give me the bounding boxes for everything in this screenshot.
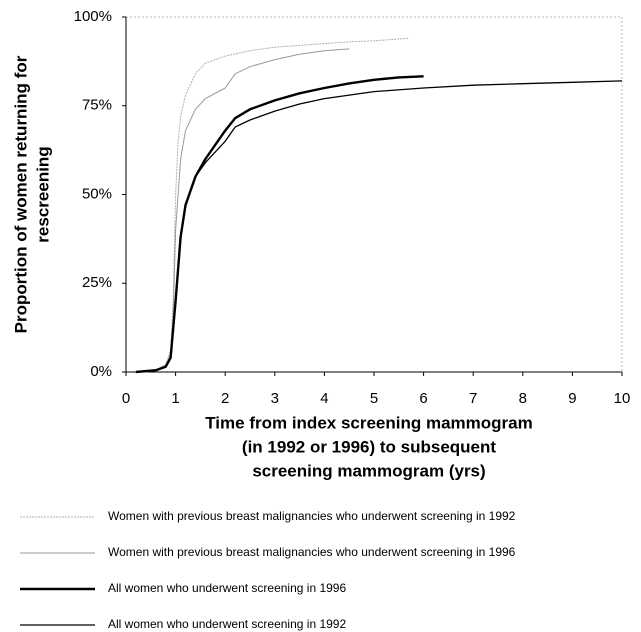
x-tick-label: 8: [519, 390, 527, 407]
y-tick-label: 100%: [74, 8, 112, 25]
y-axis-title: Proportion of women returning for: [11, 55, 30, 333]
x-tick-label: 5: [370, 390, 378, 407]
y-tick-label: 25%: [82, 274, 112, 291]
x-tick-label: 4: [320, 390, 328, 407]
y-axis-title: rescreening: [33, 146, 52, 242]
x-tick-label: 1: [171, 390, 179, 407]
x-axis-title: Time from index screening mammogram: [205, 413, 533, 432]
x-tick-label: 2: [221, 390, 229, 407]
legend-label: All women who underwent screening in 199…: [108, 617, 346, 631]
x-tick-label: 9: [568, 390, 576, 407]
series-line: [145, 48, 350, 373]
y-tick-label: 50%: [82, 185, 112, 202]
series-line: [135, 75, 424, 374]
y-tick-label: 0%: [90, 363, 112, 380]
y-tick-label: 75%: [82, 97, 112, 114]
legend-label: All women who underwent screening in 199…: [108, 581, 346, 595]
legend-label: Women with previous breast malignancies …: [108, 509, 516, 523]
x-tick-label: 3: [271, 390, 279, 407]
x-tick-label: 7: [469, 390, 477, 407]
x-tick-label: 0: [122, 390, 130, 407]
legend-label: Women with previous breast malignancies …: [108, 545, 516, 559]
x-axis-title: screening mammogram (yrs): [252, 461, 485, 480]
x-tick-label: 6: [419, 390, 427, 407]
x-axis-title: (in 1992 or 1996) to subsequent: [242, 437, 496, 456]
series-line: [135, 80, 623, 373]
x-tick-label: 10: [614, 390, 631, 407]
